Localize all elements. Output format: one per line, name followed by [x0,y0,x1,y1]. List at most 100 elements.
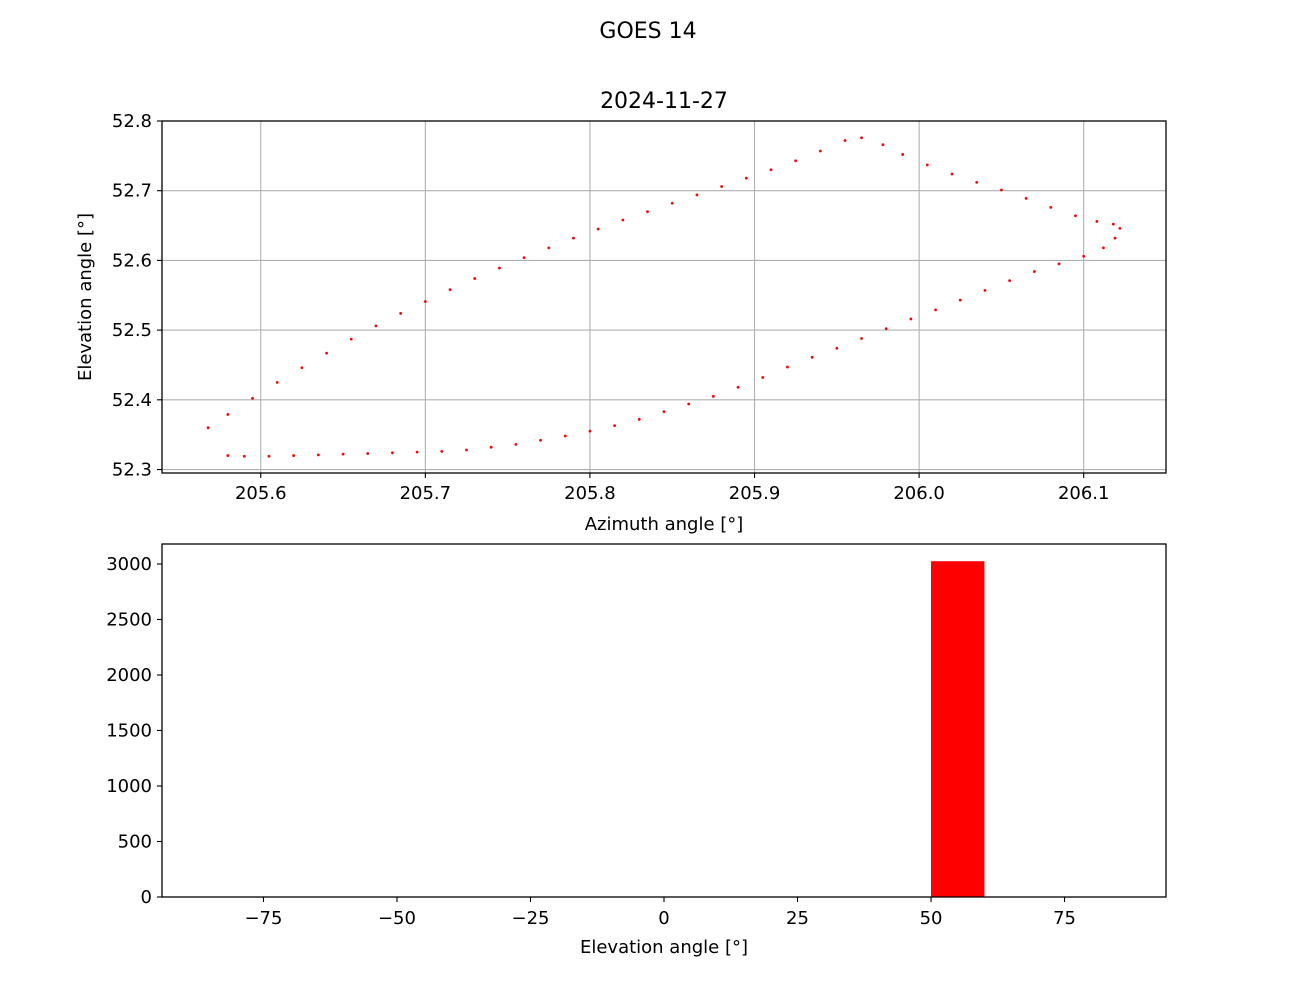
histogram-x-tick-label: 25 [786,908,809,929]
scatter-x-ticks: 205.6 205.7 205.8 205.9 206.0 206.1 [235,473,1109,504]
scatter-point [366,452,370,455]
scatter-y-ticks: 52.3 52.4 52.5 52.6 52.7 52.8 [112,111,162,481]
scatter-y-tick-label: 52.5 [112,320,152,341]
scatter-y-axis-label: Elevation angle [°] [75,213,96,381]
scatter-point [818,149,822,153]
scatter-point [761,376,765,379]
scatter-panel: 2024-11-27 205.6 205.7 205.8 205.9 206.0 206.… [75,89,1167,535]
scatter-x-tick-label: 205.6 [235,483,287,504]
scatter-point [596,227,600,231]
histogram-y-ticks: 0 500 1000 1500 2000 2500 3000 [106,554,162,908]
scatter-point [884,327,888,331]
scatter-point [1024,196,1028,200]
histogram-x-tick-label: −25 [511,908,549,929]
scatter-point [670,201,674,205]
figure-suptitle: GOES 14 [599,19,696,44]
scatter-point [613,424,617,427]
scatter-point [206,426,210,430]
histogram-y-tick-label: 2500 [106,609,152,630]
scatter-y-tick-label: 52.4 [112,390,152,411]
scatter-point [275,380,279,384]
scatter-point [860,337,863,340]
scatter-point [794,159,798,163]
scatter-point [769,168,773,172]
histogram-x-tick-label: 0 [658,908,669,929]
scatter-point [489,445,493,449]
histogram-bars [931,561,985,897]
histogram-y-tick-label: 1000 [106,776,152,797]
scatter-x-tick-label: 206.1 [1058,483,1110,504]
scatter-point [292,454,296,457]
scatter-point [810,355,814,359]
scatter-point [744,176,748,180]
scatter-point [473,277,477,280]
scatter-point [316,453,320,457]
scatter-point [440,449,444,453]
scatter-point [687,402,691,406]
scatter-point [975,180,979,184]
scatter-point [374,324,378,328]
histogram-x-tick-label: −75 [244,908,282,929]
scatter-point [514,443,518,446]
scatter-point [843,139,847,142]
scatter-y-tick-label: 52.8 [112,111,152,132]
scatter-point [1102,246,1105,250]
histogram-y-tick-label: 2000 [106,665,152,686]
histogram-bar [931,561,985,897]
scatter-point [881,143,885,147]
scatter-point [662,410,666,414]
scatter-point [325,351,328,355]
histogram-panel: −75 −50 −25 0 25 50 75 0 500 1000 1500 2000 2500 300… [106,543,1167,958]
scatter-point [925,163,929,167]
histogram-x-ticks: −75 −50 −25 0 25 50 75 [244,897,1076,929]
histogram-x-tick-label: −50 [378,908,416,929]
scatter-point [786,365,789,369]
scatter-point [1000,188,1003,192]
scatter-point [1111,222,1115,226]
scatter-point [950,172,954,176]
scatter-title: 2024-11-27 [600,89,728,114]
scatter-point [391,451,394,455]
scatter-x-tick-label: 205.9 [729,483,781,504]
histogram-x-tick-label: 50 [920,908,943,929]
scatter-grid [162,120,1166,473]
scatter-point [983,288,987,292]
scatter-point [621,218,625,222]
scatter-point [720,185,724,188]
scatter-x-tick-label: 205.7 [400,483,452,504]
scatter-point [341,452,345,456]
scatter-point [909,317,913,321]
scatter-point [423,300,427,303]
histogram-x-axis-label: Elevation angle [°] [580,937,748,958]
scatter-point [226,454,230,457]
scatter-point [242,454,246,458]
scatter-point [711,394,715,398]
scatter-point [267,454,271,458]
histogram-y-tick-label: 3000 [106,554,152,575]
scatter-point [251,397,254,400]
scatter-point [448,288,452,292]
scatter-point [498,266,501,270]
scatter-y-tick-label: 52.7 [112,181,152,202]
scatter-x-tick-label: 205.8 [564,483,616,504]
scatter-y-tick-label: 52.6 [112,250,152,271]
scatter-point [572,236,575,240]
scatter-point [1008,279,1012,283]
scatter-point [226,413,230,416]
scatter-axes-frame [161,120,1167,474]
scatter-point [1082,254,1086,258]
scatter-point [736,385,740,389]
histogram-y-tick-label: 0 [141,887,152,908]
scatter-point [349,337,353,341]
scatter-point [1113,236,1117,240]
scatter-point [646,210,649,214]
scatter-point [1032,270,1036,273]
histogram-y-tick-label: 500 [118,831,152,852]
histogram-y-tick-label: 1500 [106,720,152,741]
scatter-point [1049,206,1053,209]
scatter-point [695,193,699,197]
scatter-point [415,450,419,454]
scatter-point [588,429,592,433]
